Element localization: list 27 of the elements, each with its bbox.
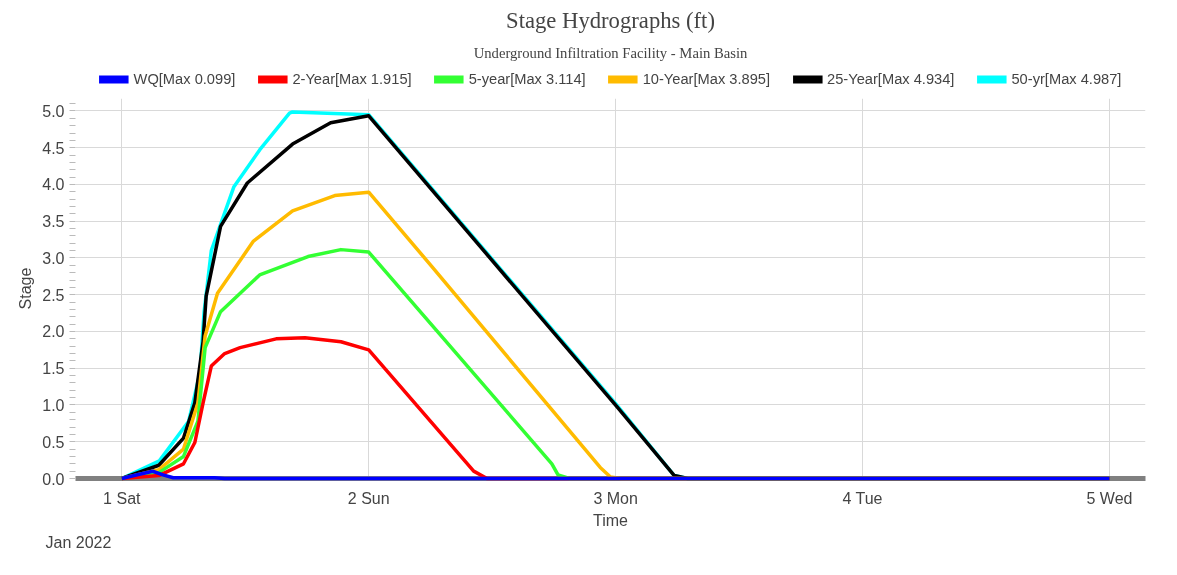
legend-label: 5-year[Max 3.114]: [468, 71, 586, 87]
legend-label: 50-yr[Max 4.987]: [1011, 71, 1122, 87]
y-tick-label: 3.5: [42, 213, 65, 231]
y-tick-label: 4.5: [42, 139, 65, 157]
y-tick-label: 0.0: [42, 470, 65, 488]
x-tick-label: 4 Tue: [842, 489, 883, 507]
x-axis-title: Time: [593, 511, 629, 529]
y-tick-label: 5.0: [42, 103, 65, 120]
y-tick-label: 1.5: [42, 360, 65, 378]
y-tick-label: 4.0: [42, 176, 65, 194]
x-tick-label: 1 Sat: [103, 489, 142, 507]
x-tick-label: 3 Mon: [593, 489, 638, 507]
chart-title: Stage Hydrographs (ft): [506, 7, 715, 33]
legend-label: 10-Year[Max 3.895]: [642, 71, 771, 87]
y-tick-label: 2.5: [42, 286, 65, 304]
y-tick-label: 0.5: [42, 433, 65, 451]
y-tick-label: 3.0: [42, 250, 65, 267]
x-tick-label: 5 Wed: [1086, 489, 1133, 507]
text: Jan 2022: [45, 533, 112, 551]
chart-subtitle: Underground Infiltration Facility - Main Basin: [473, 44, 749, 61]
x-tick-label: 2 Sun: [347, 489, 390, 507]
legend-label: 2-Year[Max 1.915]: [292, 71, 412, 87]
y-tick-label: 1.0: [42, 397, 65, 414]
y-tick-label: 2.0: [42, 323, 65, 341]
legend-label: 25-Year[Max 4.934]: [827, 71, 955, 87]
legend-label: WQ[Max 0.099]: [133, 71, 236, 87]
y-axis-title: Stage: [17, 267, 35, 310]
